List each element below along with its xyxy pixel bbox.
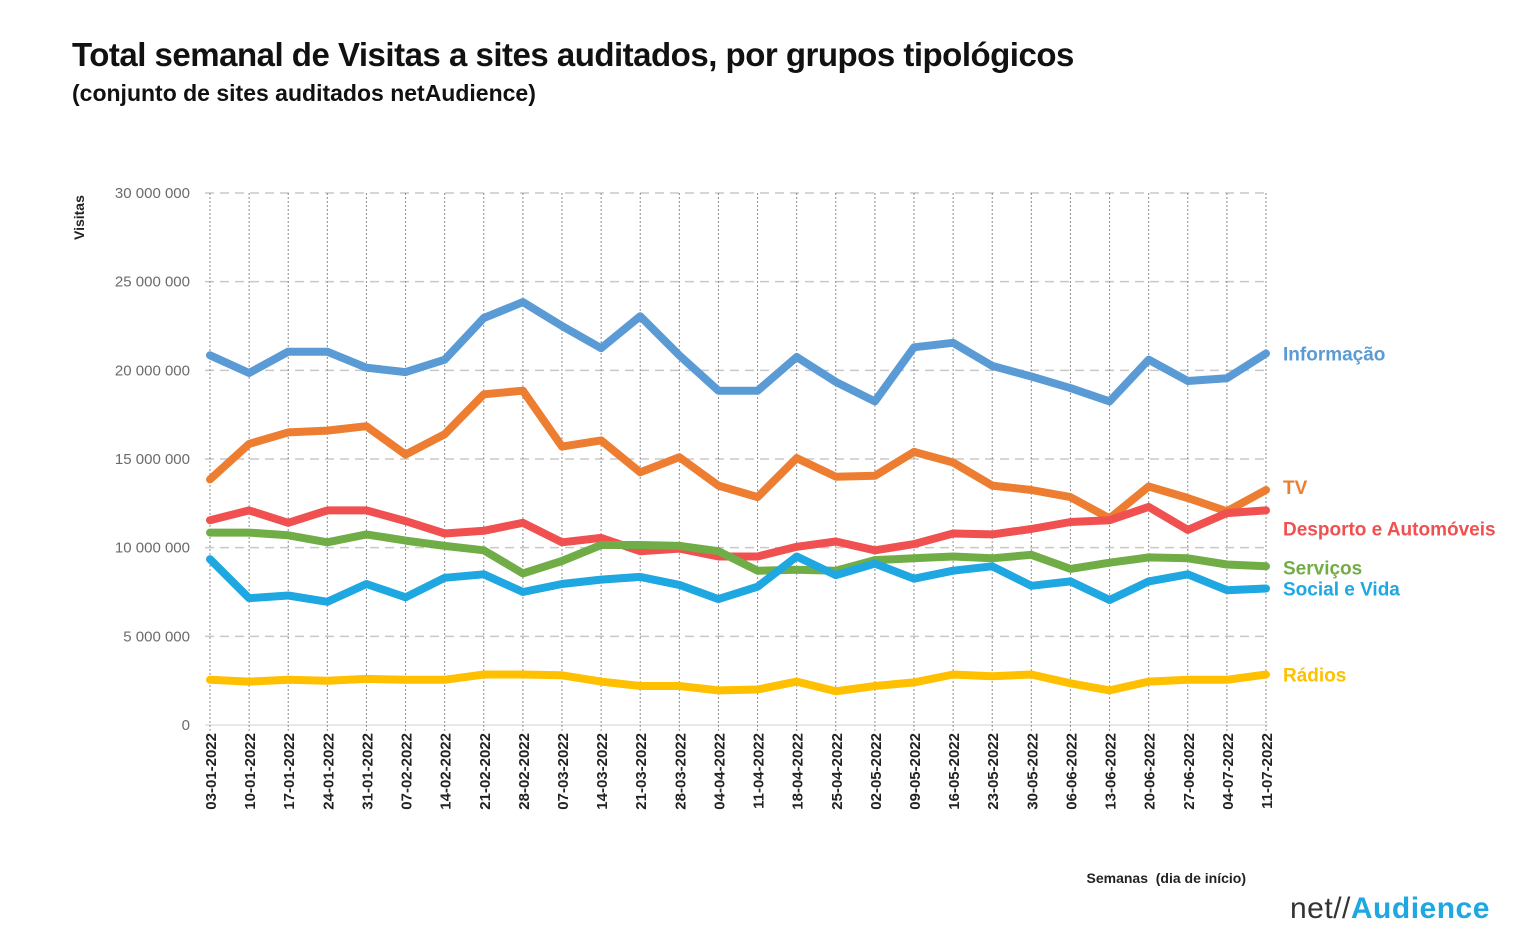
- x-tick-label: 24-01-2022: [320, 733, 337, 810]
- x-tick-label: 03-01-2022: [203, 733, 220, 810]
- series-label-social-e-vida: Social e Vida: [1283, 579, 1400, 600]
- x-tick-label: 30-05-2022: [1024, 733, 1041, 810]
- x-tick-label: 14-03-2022: [594, 733, 611, 810]
- x-tick-label: 07-02-2022: [399, 733, 416, 810]
- x-tick-label: 17-01-2022: [281, 733, 298, 810]
- x-tick-label: 21-02-2022: [477, 733, 494, 810]
- x-tick-label: 07-03-2022: [555, 733, 572, 810]
- x-tick-label: 02-05-2022: [868, 733, 885, 810]
- series-label-servicos: Serviços: [1283, 558, 1362, 579]
- y-tick-label: 0: [182, 717, 190, 734]
- x-tick-label: 13-06-2022: [1103, 733, 1120, 810]
- y-tick-label: 30 000 000: [115, 185, 190, 202]
- y-tick-label: 5 000 000: [123, 628, 190, 645]
- series-labels: Informação TV Desporto e Automóveis Serviço…: [1283, 344, 1496, 686]
- series-line-servicos: [206, 528, 1270, 578]
- logo-prefix: net//: [1290, 892, 1351, 925]
- x-tick-label: 14-02-2022: [438, 733, 455, 810]
- x-tick-label: 04-04-2022: [711, 733, 728, 810]
- series-line-tv: [206, 386, 1270, 523]
- x-tick-label: 04-07-2022: [1220, 733, 1237, 810]
- chart-title: Total semanal de Visitas a sites auditad…: [72, 36, 1074, 73]
- y-axis-ticks: 0 5 000 000 10 000 000 15 000 000 20 000 000…: [115, 185, 190, 734]
- x-tick-label: 25-04-2022: [829, 733, 846, 810]
- grid: [205, 192, 1268, 731]
- x-tick-label: 20-06-2022: [1142, 733, 1159, 810]
- x-tick-label: 16-05-2022: [946, 733, 963, 810]
- netaudience-logo: net//Audience: [1290, 892, 1490, 926]
- x-axis-label: Semanas (dia de início): [1087, 870, 1247, 886]
- x-tick-label: 09-05-2022: [907, 733, 924, 810]
- series-label-desporto-e-automoveis: Desporto e Automóveis: [1283, 519, 1496, 540]
- x-tick-label: 28-02-2022: [516, 733, 533, 810]
- x-tick-label: 10-01-2022: [242, 733, 259, 810]
- y-tick-label: 20 000 000: [115, 362, 190, 379]
- x-tick-label: 27-06-2022: [1181, 733, 1198, 810]
- series-label-tv: TV: [1283, 478, 1308, 499]
- y-tick-label: 15 000 000: [115, 451, 190, 468]
- chart-subtitle: (conjunto de sites auditados netAudience…: [72, 80, 536, 106]
- x-tick-label: 06-06-2022: [1063, 733, 1080, 810]
- series-line-informacao: [206, 298, 1270, 406]
- x-tick-label: 21-03-2022: [633, 733, 650, 810]
- x-tick-label: 18-04-2022: [790, 733, 807, 810]
- x-tick-label: 11-04-2022: [751, 733, 768, 809]
- series-line-social-e-vida: [206, 552, 1270, 606]
- x-tick-label: 28-03-2022: [672, 733, 689, 810]
- y-axis-label: Visitas: [71, 195, 87, 240]
- series-line-radios: [206, 670, 1270, 696]
- series-lines: [206, 298, 1270, 696]
- x-tick-label: 23-05-2022: [985, 733, 1002, 810]
- x-tick-label: 31-01-2022: [359, 733, 376, 810]
- y-tick-label: 25 000 000: [115, 274, 190, 291]
- x-axis-ticks: 03-01-2022 10-01-2022 17-01-2022 24-01-2022…: [203, 733, 1276, 810]
- series-label-radios: Rádios: [1283, 665, 1346, 686]
- y-tick-label: 10 000 000: [115, 540, 190, 557]
- x-tick-label: 11-07-2022: [1259, 733, 1276, 809]
- logo-brand: Audience: [1350, 892, 1490, 925]
- series-label-informacao: Informação: [1283, 344, 1385, 365]
